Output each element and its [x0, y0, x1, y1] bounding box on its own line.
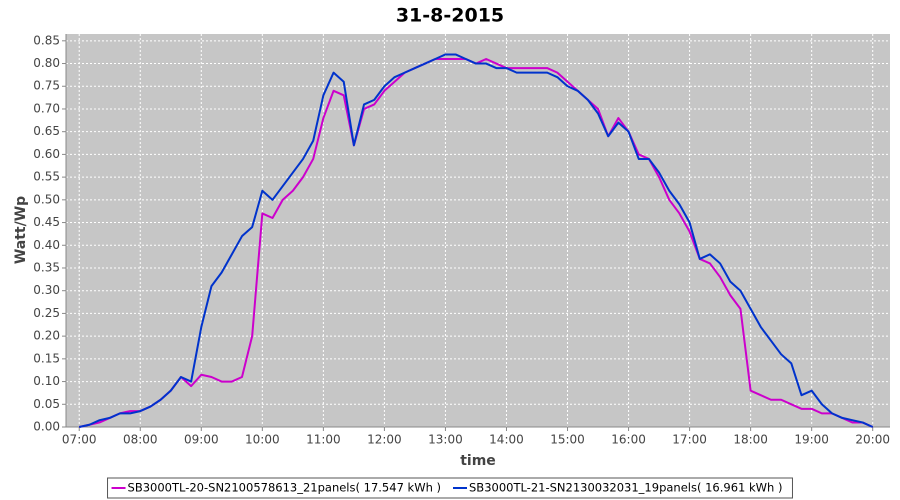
y-tick-label: 0.80 [33, 56, 60, 70]
legend: SB3000TL-20-SN2100578613_21panels( 17.54… [107, 477, 793, 499]
series-line [79, 53, 874, 428]
x-tick-label: 08:00 [123, 433, 158, 447]
x-tick-label: 19:00 [794, 433, 829, 447]
x-tick-label: 10:00 [245, 433, 280, 447]
x-tick-label: 09:00 [184, 433, 219, 447]
legend-label: SB3000TL-21-SN2130032031_19panels( 16.96… [469, 481, 782, 495]
x-tick-label: 20:00 [855, 433, 890, 447]
x-tick-label: 14:00 [489, 433, 524, 447]
y-tick-label: 0.50 [33, 192, 60, 206]
x-tick-label: 18:00 [733, 433, 768, 447]
y-axis-label: Watt/Wp [13, 196, 29, 264]
y-tick-label: 0.35 [33, 260, 60, 274]
x-tick-label: 12:00 [367, 433, 402, 447]
chart-title: 31-8-2015 [396, 5, 504, 27]
y-tick-label: 0.05 [33, 397, 60, 411]
x-tick-label: 11:00 [306, 433, 341, 447]
y-tick-label: 0.45 [33, 215, 60, 229]
y-tick-label: 0.75 [33, 79, 60, 93]
y-tick-label: 0.55 [33, 170, 60, 184]
x-tick-label: 13:00 [428, 433, 463, 447]
y-tick-label: 0.20 [33, 329, 60, 343]
legend-label: SB3000TL-20-SN2100578613_21panels( 17.54… [128, 481, 441, 495]
x-tick-label: 16:00 [611, 433, 646, 447]
x-tick-label: 15:00 [550, 433, 585, 447]
x-axis-label: time [460, 453, 496, 469]
y-tick-label: 0.00 [33, 420, 60, 434]
x-tick-label: 17:00 [672, 433, 707, 447]
y-tick-label: 0.10 [33, 374, 60, 388]
y-tick-label: 0.15 [33, 351, 60, 365]
y-tick-label: 0.85 [33, 33, 60, 47]
y-tick-label: 0.60 [33, 147, 60, 161]
plot-area [66, 34, 890, 427]
x-tick-label: 07:00 [62, 433, 97, 447]
y-tick-label: 0.25 [33, 306, 60, 320]
legend-box [107, 477, 793, 499]
y-tick-label: 0.70 [33, 101, 60, 115]
y-tick-label: 0.40 [33, 238, 60, 252]
y-tick-label: 0.30 [33, 283, 60, 297]
y-tick-label: 0.65 [33, 124, 60, 138]
